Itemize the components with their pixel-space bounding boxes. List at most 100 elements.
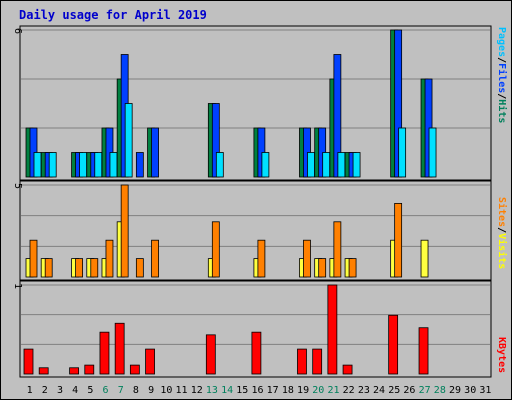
x-tick-label-day-18: 18 xyxy=(282,385,294,396)
series-label-part: Pages xyxy=(496,27,507,57)
series-label-part: / xyxy=(496,57,507,63)
bar-pages-day-16 xyxy=(261,152,270,178)
x-tick-label-day-12: 12 xyxy=(191,385,203,396)
bar-pages-day-13 xyxy=(215,152,224,178)
x-tick-label-day-11: 11 xyxy=(176,385,188,396)
bar-sites-day-25 xyxy=(394,202,403,278)
y-max-label-hits-files-pages: 6 xyxy=(12,28,23,34)
x-tick-label-day-14: 14 xyxy=(221,385,233,396)
bar-kbytes-day-20 xyxy=(312,348,323,375)
series-label-hits-files-pages: Pages/Files/Hits xyxy=(496,27,508,123)
bar-pages-day-25 xyxy=(398,127,407,178)
x-tick-label-day-21: 21 xyxy=(327,385,339,396)
y-max-label-kbytes: 1 xyxy=(12,283,23,289)
bar-sites-day-19 xyxy=(303,239,311,278)
x-tick-label-day-25: 25 xyxy=(388,385,400,396)
x-tick-label-day-19: 19 xyxy=(297,385,309,396)
bar-pages-day-20 xyxy=(322,152,331,178)
x-tick-label-day-22: 22 xyxy=(343,385,355,396)
bar-files-day-13 xyxy=(211,103,220,178)
x-tick-label-day-8: 8 xyxy=(133,385,139,396)
series-label-part: / xyxy=(496,227,507,233)
bar-visits-day-27 xyxy=(420,239,429,278)
bar-kbytes-day-2 xyxy=(38,367,49,375)
series-label-part: Visits xyxy=(496,233,508,269)
bar-pages-day-27 xyxy=(428,127,437,178)
bar-sites-day-9 xyxy=(151,239,159,278)
x-tick-label-day-15: 15 xyxy=(236,385,248,396)
chart-title: Daily usage for April 2019 xyxy=(19,8,207,22)
bar-files-day-25 xyxy=(394,29,403,178)
bar-pages-day-7 xyxy=(124,103,133,178)
bar-pages-day-6 xyxy=(109,152,118,178)
bar-kbytes-day-6 xyxy=(99,331,110,375)
x-tick-label-day-26: 26 xyxy=(403,385,415,396)
series-label-part: KBytes xyxy=(496,337,507,373)
x-tick-label-day-4: 4 xyxy=(72,385,78,396)
bar-kbytes-day-8 xyxy=(129,364,140,375)
bar-kbytes-day-13 xyxy=(205,334,216,375)
bar-sites-day-1 xyxy=(29,239,38,278)
bar-sites-day-5 xyxy=(90,258,99,278)
y-max-label-visits-sites: 5 xyxy=(12,183,23,189)
bar-sites-day-7 xyxy=(120,184,129,278)
x-tick-label-day-28: 28 xyxy=(434,385,446,396)
x-tick-label-day-23: 23 xyxy=(358,385,370,396)
series-label-part: Sites xyxy=(496,197,508,227)
bar-sites-day-6 xyxy=(105,239,114,278)
x-tick-label-day-29: 29 xyxy=(449,385,461,396)
bar-pages-day-22 xyxy=(352,152,361,178)
bar-pages-day-19 xyxy=(307,152,315,178)
x-tick-label-day-17: 17 xyxy=(267,385,279,396)
bar-kbytes-day-21 xyxy=(327,284,338,375)
bar-sites-day-21 xyxy=(333,221,342,278)
bar-files-day-21 xyxy=(333,54,342,178)
bar-pages-day-2 xyxy=(48,152,57,178)
x-tick-label-day-24: 24 xyxy=(373,385,385,396)
bar-kbytes-day-22 xyxy=(342,364,353,375)
bar-sites-day-4 xyxy=(75,258,83,278)
bar-kbytes-day-5 xyxy=(84,364,95,375)
x-tick-label-day-6: 6 xyxy=(103,385,109,396)
bar-pages-day-21 xyxy=(337,152,346,178)
bar-sites-day-16 xyxy=(257,239,266,278)
x-tick-label-day-3: 3 xyxy=(57,385,63,396)
bar-pages-day-5 xyxy=(94,152,103,178)
x-tick-label-day-20: 20 xyxy=(312,385,324,396)
bar-kbytes-day-7 xyxy=(114,322,125,375)
x-tick-label-day-1: 1 xyxy=(27,385,33,396)
x-tick-label-day-9: 9 xyxy=(148,385,154,396)
bar-kbytes-day-1 xyxy=(23,348,34,375)
x-tick-label-day-5: 5 xyxy=(87,385,93,396)
x-tick-label-day-16: 16 xyxy=(251,385,263,396)
x-tick-label-day-2: 2 xyxy=(42,385,48,396)
bar-kbytes-day-25 xyxy=(388,314,399,375)
series-label-part: Hits xyxy=(496,99,508,123)
bar-sites-day-13 xyxy=(211,221,220,278)
bar-pages-day-1 xyxy=(33,152,42,178)
bar-kbytes-day-4 xyxy=(69,367,79,375)
series-label-kbytes: KBytes xyxy=(496,337,507,373)
series-label-part: Files xyxy=(496,63,508,93)
x-tick-label-day-10: 10 xyxy=(160,385,172,396)
series-label-part: / xyxy=(496,93,507,99)
bar-files-day-9 xyxy=(151,127,159,178)
bar-sites-day-22 xyxy=(348,258,357,278)
bar-sites-day-2 xyxy=(44,258,53,278)
bar-sites-day-8 xyxy=(135,258,144,278)
bar-pages-day-4 xyxy=(79,152,87,178)
bar-kbytes-day-9 xyxy=(145,348,155,375)
x-tick-label-day-13: 13 xyxy=(206,385,218,396)
bar-kbytes-day-19 xyxy=(297,348,307,375)
bar-sites-day-20 xyxy=(318,258,327,278)
x-tick-label-day-7: 7 xyxy=(118,385,124,396)
x-tick-label-day-30: 30 xyxy=(464,385,476,396)
bar-kbytes-day-27 xyxy=(418,327,429,375)
x-tick-label-day-31: 31 xyxy=(479,385,491,396)
bar-files-day-8 xyxy=(135,152,144,178)
x-tick-label-day-27: 27 xyxy=(419,385,431,396)
bar-kbytes-day-16 xyxy=(251,331,262,375)
series-label-visits-sites: Sites/Visits xyxy=(496,197,508,269)
